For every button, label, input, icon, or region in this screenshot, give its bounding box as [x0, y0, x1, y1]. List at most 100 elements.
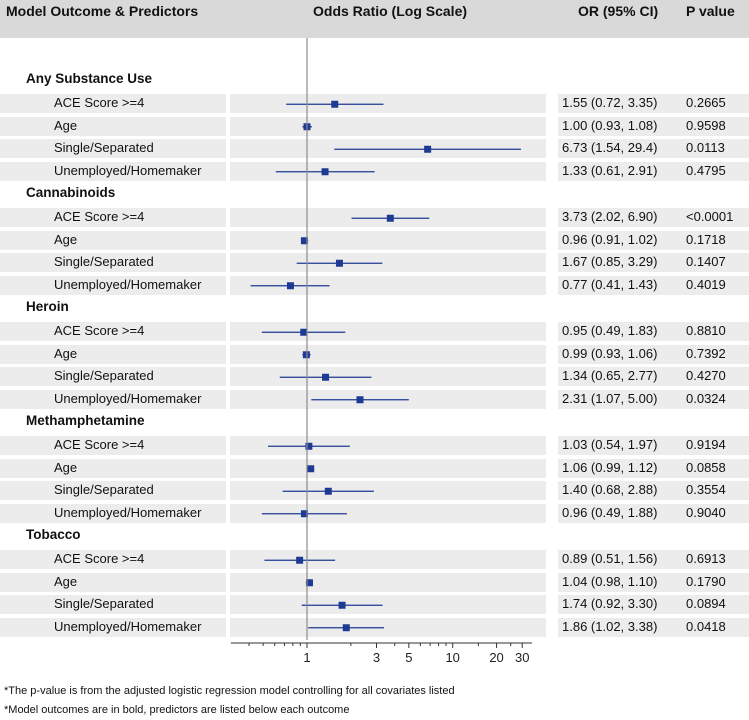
predictor-label: Single/Separated: [54, 254, 154, 269]
row-band-mid: [230, 139, 546, 158]
p-value: 0.0324: [686, 390, 726, 406]
row-band-left: [0, 344, 226, 364]
row-band-left: [0, 94, 226, 113]
predictor-label: Age: [54, 345, 78, 361]
predictor-label: Single/Separated: [54, 482, 154, 497]
row-band-right: [558, 116, 749, 136]
row-band-right: [558, 139, 749, 158]
row-band-left: [0, 230, 226, 250]
x-tick-label: 1: [303, 650, 310, 665]
row-band-right: [558, 253, 749, 272]
row-band-mid: [230, 458, 546, 478]
row-band-right: [558, 481, 749, 500]
row-band-left: [0, 208, 226, 227]
outcome-group-label: Cannabinoids: [26, 185, 116, 200]
predictor-label: Age: [54, 117, 78, 133]
p-value: 0.4019: [686, 276, 726, 292]
or-ci-value: 1.34 (0.65, 2.77): [562, 368, 658, 383]
x-tick-label: 5: [405, 650, 412, 665]
table-header: Model Outcome & Predictors Odds Ratio (L…: [0, 0, 749, 38]
p-value: 0.9194: [686, 437, 726, 452]
predictor-label: Unemployed/Homemaker: [54, 162, 202, 178]
or-point: [386, 214, 394, 222]
p-value: 0.9040: [686, 504, 726, 520]
row-band-left: [0, 481, 226, 500]
row-band-left: [0, 617, 226, 637]
p-value: 0.8810: [686, 323, 726, 338]
row-band-mid: [230, 253, 546, 272]
row-band-right: [558, 230, 749, 250]
row-band-left: [0, 503, 226, 523]
header-odds-ratio: Odds Ratio (Log Scale): [313, 3, 468, 19]
row-band-mid: [230, 344, 546, 364]
outcome-group-label: Methamphetamine: [26, 413, 145, 428]
row-band-mid: [230, 481, 546, 500]
row-band-mid: [230, 161, 546, 181]
or-point: [321, 168, 329, 176]
p-value: 0.0858: [686, 459, 726, 475]
row-band-left: [0, 572, 226, 592]
or-point: [296, 556, 304, 564]
header-or-ci: OR (95% CI): [578, 3, 659, 19]
predictor-label: Age: [54, 459, 78, 475]
row-band-right: [558, 275, 749, 295]
row-band-left: [0, 275, 226, 295]
or-ci-value: 1.04 (0.98, 1.10): [562, 573, 658, 589]
or-ci-value: 1.74 (0.92, 3.30): [562, 596, 658, 611]
x-tick-label: 3: [373, 650, 380, 665]
row-band-left: [0, 458, 226, 478]
or-point: [331, 100, 339, 108]
p-value: 0.3554: [686, 482, 726, 497]
predictor-label: ACE Score >=4: [54, 209, 145, 224]
or-ci-value: 1.00 (0.93, 1.08): [562, 117, 658, 133]
p-value: 0.6913: [686, 551, 726, 566]
or-point: [342, 624, 350, 632]
or-ci-value: 0.95 (0.49, 1.83): [562, 323, 658, 338]
predictor-label: ACE Score >=4: [54, 95, 145, 110]
row-band-left: [0, 322, 226, 341]
row-band-right: [558, 389, 749, 409]
row-band-right: [558, 367, 749, 386]
outcome-group-label: Heroin: [26, 299, 69, 314]
or-point: [300, 510, 308, 518]
p-value: 0.1718: [686, 231, 726, 247]
row-band-right: [558, 550, 749, 569]
row-band-left: [0, 389, 226, 409]
predictor-label: Unemployed/Homemaker: [54, 390, 202, 406]
row-band-mid: [230, 550, 546, 569]
or-point: [424, 145, 432, 153]
row-band-mid: [230, 322, 546, 341]
or-point: [338, 601, 346, 609]
footnote-p-value: *The p-value is from the adjusted logist…: [4, 685, 455, 697]
predictor-label: ACE Score >=4: [54, 437, 145, 452]
predictor-label: Single/Separated: [54, 140, 154, 155]
or-ci-value: 0.89 (0.51, 1.56): [562, 551, 658, 566]
row-band-mid: [230, 275, 546, 295]
row-band-right: [558, 503, 749, 523]
or-ci-value: 0.99 (0.93, 1.06): [562, 345, 658, 361]
predictor-label: ACE Score >=4: [54, 323, 145, 338]
row-band-left: [0, 367, 226, 386]
or-point: [305, 579, 313, 587]
row-band-right: [558, 208, 749, 227]
or-point: [335, 259, 343, 267]
row-band-right: [558, 436, 749, 455]
header-predictors: Model Outcome & Predictors: [6, 3, 199, 19]
predictor-label: Unemployed/Homemaker: [54, 276, 202, 292]
or-ci-value: 0.96 (0.91, 1.02): [562, 231, 658, 247]
or-point: [322, 373, 330, 381]
or-ci-value: 0.77 (0.41, 1.43): [562, 276, 658, 292]
row-band-left: [0, 161, 226, 181]
p-value: 0.7392: [686, 345, 726, 361]
or-point: [305, 442, 313, 450]
p-value: 0.0894: [686, 596, 726, 611]
footnote-bold-outcomes: *Model outcomes are in bold, predictors …: [4, 704, 350, 716]
row-band-right: [558, 617, 749, 637]
row-band-right: [558, 94, 749, 113]
or-point: [324, 487, 332, 495]
or-ci-value: 6.73 (1.54, 29.4): [562, 140, 658, 155]
p-value: 0.0113: [686, 140, 725, 155]
row-band-right: [558, 322, 749, 341]
row-band-left: [0, 116, 226, 136]
or-ci-value: 1.67 (0.85, 3.29): [562, 254, 658, 269]
